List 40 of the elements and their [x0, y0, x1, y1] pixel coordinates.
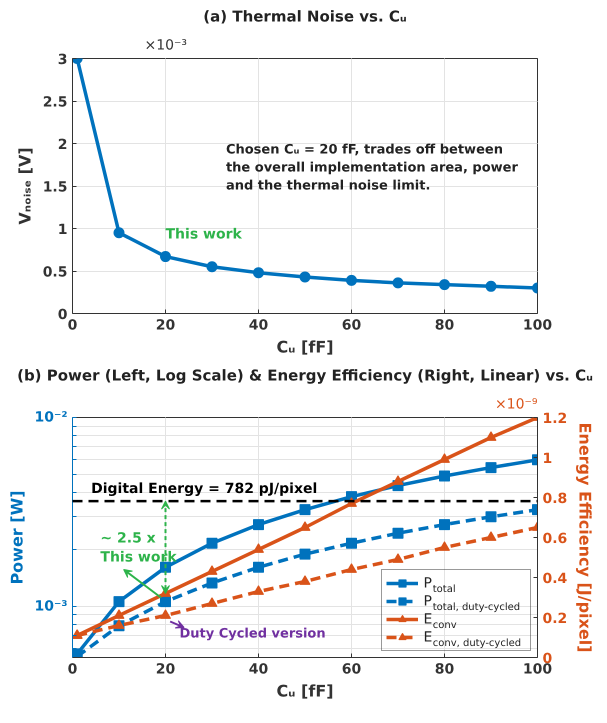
annotation: ~ 2.5 x This work [100, 530, 178, 566]
x-tick-label: 0 [68, 662, 78, 678]
annotation: Duty Cycled version [179, 626, 326, 642]
y2-tick-label: 0.6 [542, 531, 568, 547]
annotation: This work [166, 226, 242, 243]
y-tick-label: 0 [58, 307, 68, 323]
x-tick-label: 0 [68, 318, 78, 334]
y-tick-label: 0.5 [42, 264, 68, 280]
y2-tick-label: 1.2 [542, 411, 568, 427]
x-tick-label: 40 [248, 662, 268, 678]
x-tick-label: 80 [434, 318, 454, 334]
x-tick-label: 20 [156, 318, 176, 334]
y2-tick-label: 1 [542, 451, 552, 467]
chart-title: (a) Thermal Noise vs. Cᵤ [203, 8, 407, 26]
x-tick-label: 60 [342, 318, 362, 334]
y-tick-label: 10⁻³ [34, 598, 68, 614]
ref-line-label: Digital Energy = 782 pJ/pixel [91, 481, 318, 498]
y2-tick-label: 0.4 [542, 571, 568, 587]
y-tick-label: 1 [58, 222, 68, 238]
x-tick-label: 20 [156, 662, 176, 678]
annotation: Chosen Cᵤ = 20 fF, trades off between the overall implementation area, power and the thermal noise limit. [226, 142, 518, 194]
y-tick-label: 2.5 [42, 94, 68, 110]
y2-axis-title: Energy Efficiency [J/pixel] [575, 422, 594, 652]
x-axis-title: Cᵤ [fF] [276, 338, 334, 356]
y-tick-label: 1.5 [42, 180, 68, 196]
x-tick-label: 80 [434, 662, 454, 678]
y-tick-label: 10⁻² [34, 410, 68, 426]
x-tick-label: 100 [522, 318, 552, 334]
y-axis-title: Vₙₒᵢₛₑ [V] [16, 147, 35, 225]
x-tick-label: 40 [248, 318, 268, 334]
chart-title: (b) Power (Left, Log Scale) & Energy Efficiency (Right, Linear) vs. Cᵤ [17, 366, 593, 384]
y-tick-label: 3 [58, 52, 68, 68]
x-axis-title: Cᵤ [fF] [276, 682, 334, 700]
x-tick-label: 60 [342, 662, 362, 678]
text: ×10⁻³ [144, 38, 188, 54]
text: ×10⁻⁹ [494, 396, 538, 412]
y2-tick-label: 0.8 [542, 491, 568, 507]
y2-tick-label: 0.2 [542, 611, 568, 627]
y-tick-label: 2 [58, 137, 68, 153]
y-axis-title: Power [W] [7, 490, 26, 585]
